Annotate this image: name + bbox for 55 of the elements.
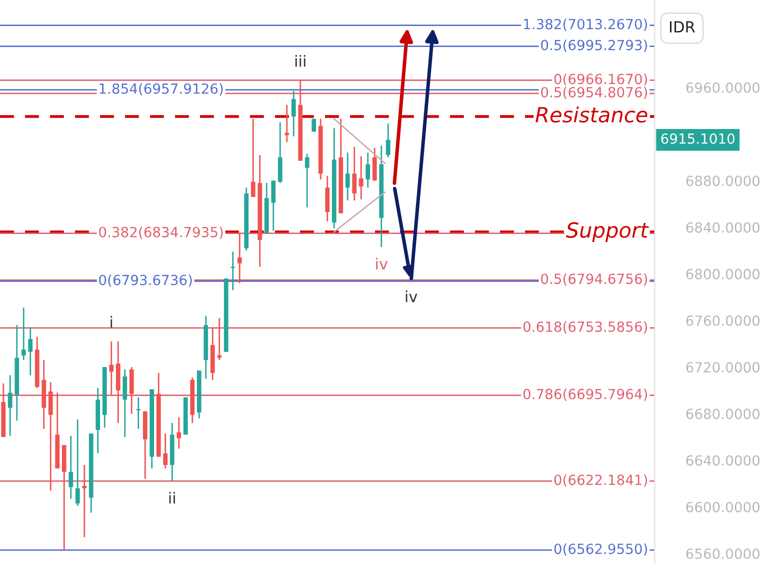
annotation: iv: [406, 290, 418, 302]
y-tick-label: 6760.0000: [686, 315, 760, 326]
ref-line-label: 0(6966.1670): [554, 74, 648, 86]
candlestick: [304, 153, 310, 208]
candlestick: [345, 152, 350, 202]
ref-line-label: 0.786(6695.7964): [523, 388, 648, 401]
candlestick: [48, 382, 53, 492]
text: IDR: [670, 21, 695, 32]
candlestick: [372, 147, 377, 182]
ref-line-label: Resistance: [536, 106, 648, 123]
candlestick: [75, 418, 80, 506]
ref-line-label: Support: [566, 222, 649, 242]
y-tick-label: 6680.0000: [686, 408, 760, 420]
y-tick-label: 6840.0000: [686, 222, 760, 233]
candlestick: [237, 232, 242, 284]
y-tick-label: 6960.0000: [686, 82, 760, 93]
ref-line-label: 0(6562.9550): [554, 543, 648, 556]
candlestick: [122, 368, 128, 438]
annotation: i: [110, 316, 112, 328]
annotation: ii: [169, 492, 175, 504]
candlestick: [386, 122, 390, 158]
candlestick: [68, 435, 74, 500]
ref-line-label: 1.854(6957.9126): [100, 83, 223, 96]
candlestick: [109, 340, 114, 396]
candlestick: [176, 416, 182, 450]
y-tick-label: 6720.0000: [686, 362, 760, 373]
annotation: iv: [376, 258, 388, 270]
ref-line-label: 0.5(6995.2793): [541, 40, 648, 52]
candlestick: [271, 180, 276, 232]
y-tick-label: 6600.0000: [686, 502, 760, 512]
y-tick-label: 6560.0000: [686, 548, 760, 559]
ref-line-label: 1.382(7013.2670): [524, 18, 648, 31]
ref-line-label: 0.618(6753.5856): [523, 321, 648, 334]
y-tick-label: 6800.0000: [686, 268, 760, 280]
candlestick: [250, 118, 256, 198]
candlestick: [8, 374, 12, 437]
ref-line-label: 0(6793.6736): [99, 274, 192, 287]
annotation: iii: [295, 54, 306, 67]
ref-line-label: 0.382(6834.7935): [99, 226, 223, 239]
candlestick: [230, 251, 236, 291]
text: 6915.1010: [661, 133, 734, 144]
ref-line-label: 0.5(6954.8076): [541, 86, 648, 100]
candlestick: [358, 155, 364, 200]
ref-line-label: 0(6622.1841): [554, 474, 648, 487]
candlestick: [28, 326, 33, 376]
ref-line-label: 0.5(6794.6756): [541, 273, 648, 286]
candlestick: [291, 90, 296, 138]
y-tick-label: 6880.0000: [686, 176, 760, 186]
candlestick: [163, 432, 168, 470]
candlestick: [82, 464, 87, 538]
candlestick: [136, 396, 141, 430]
candlestick: [366, 152, 370, 188]
y-tick-label: 6640.0000: [686, 455, 760, 466]
candlestick: [352, 146, 357, 202]
candlestick: [21, 306, 26, 361]
